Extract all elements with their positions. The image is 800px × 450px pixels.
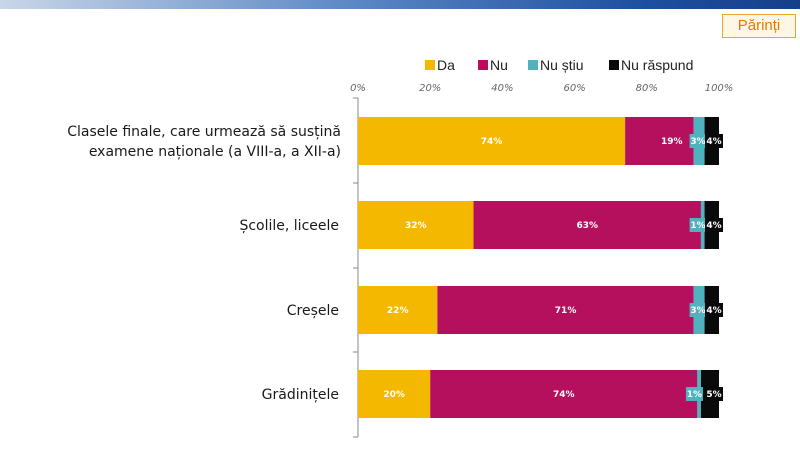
category-label: Creșele <box>287 303 339 319</box>
data-label-box-nu-stiu <box>685 387 703 401</box>
legend-label-nu: Nu <box>490 57 508 73</box>
bar-segments <box>358 117 719 418</box>
data-label-nu-raspund: 5% <box>706 390 721 400</box>
bar-nu <box>625 117 694 165</box>
data-label-da: 74% <box>481 137 503 147</box>
bar-da <box>358 370 431 418</box>
bar-nu <box>437 286 694 334</box>
data-label-box-nu-stiu <box>689 303 707 317</box>
x-tick-label: 20% <box>419 83 441 94</box>
data-label-nu-raspund: 4% <box>706 306 721 316</box>
audience-badge: Părinți <box>722 14 796 38</box>
data-label-da: 20% <box>383 390 405 400</box>
category-label: Școlile, liceele <box>239 218 339 234</box>
x-tick-label: 60% <box>563 83 585 94</box>
x-tick-label: 0% <box>350 83 366 94</box>
data-label-nu: 74% <box>553 390 575 400</box>
data-label-da: 22% <box>387 306 409 316</box>
x-axis-ticks: 0% 20% 40% 60% 80% 100% <box>350 83 733 94</box>
data-label-box-nu-stiu <box>689 134 707 148</box>
top-header-band <box>0 0 800 9</box>
data-label-nu-raspund: 4% <box>706 221 721 231</box>
data-label-nu-stiu: 3% <box>690 137 705 147</box>
data-label-box-nu-raspund <box>705 303 723 317</box>
bar-da <box>358 117 626 165</box>
y-axis <box>353 97 359 438</box>
legend-label-nu-stiu: Nu știu <box>540 57 584 73</box>
category-label-line: Clasele finale, care urmează să susțină <box>67 124 341 140</box>
bar-nu <box>430 370 698 418</box>
data-label-box-nu-raspund <box>705 218 723 232</box>
legend-swatch-nu-stiu <box>528 60 538 70</box>
data-label-nu: 19% <box>661 137 683 147</box>
legend-label-da: Da <box>437 57 455 73</box>
category-label: Grădinițele <box>262 387 339 403</box>
x-tick-label: 40% <box>491 83 513 94</box>
category-labels: Clasele finale, care urmează să susțină e… <box>67 124 341 403</box>
data-label-nu-raspund: 4% <box>706 137 721 147</box>
legend-swatch-nu <box>478 60 488 70</box>
data-label-nu-stiu: 1% <box>690 221 705 231</box>
data-label-nu: 71% <box>555 306 577 316</box>
category-label-line: examene naționale (a VIII-a, a XII-a) <box>89 144 341 160</box>
data-label-nu: 63% <box>576 221 598 231</box>
x-tick-label: 80% <box>636 83 658 94</box>
legend-label-nu-raspund: Nu răspund <box>621 57 693 73</box>
data-label-box-nu-stiu <box>689 218 707 232</box>
data-label-nu-stiu: 1% <box>687 390 702 400</box>
bar-da <box>358 286 438 334</box>
data-label-da: 32% <box>405 221 427 231</box>
x-tick-label: 100% <box>705 83 734 94</box>
data-label-box-nu-raspund <box>705 134 723 148</box>
data-label-nu-stiu: 3% <box>690 306 705 316</box>
legend-swatch-nu-raspund <box>609 60 619 70</box>
data-label-box-nu-raspund <box>705 387 723 401</box>
data-labels: 74% 19% 3% 4%32% 63% 1% 4%22% 71% 3% 4%20% 74% 1% 5% <box>383 134 723 401</box>
legend-swatch-da <box>425 60 435 70</box>
chart-legend: Da Nu Nu știu Nu răspund <box>425 57 693 73</box>
bar-nu <box>473 201 701 249</box>
bar-da <box>358 201 474 249</box>
